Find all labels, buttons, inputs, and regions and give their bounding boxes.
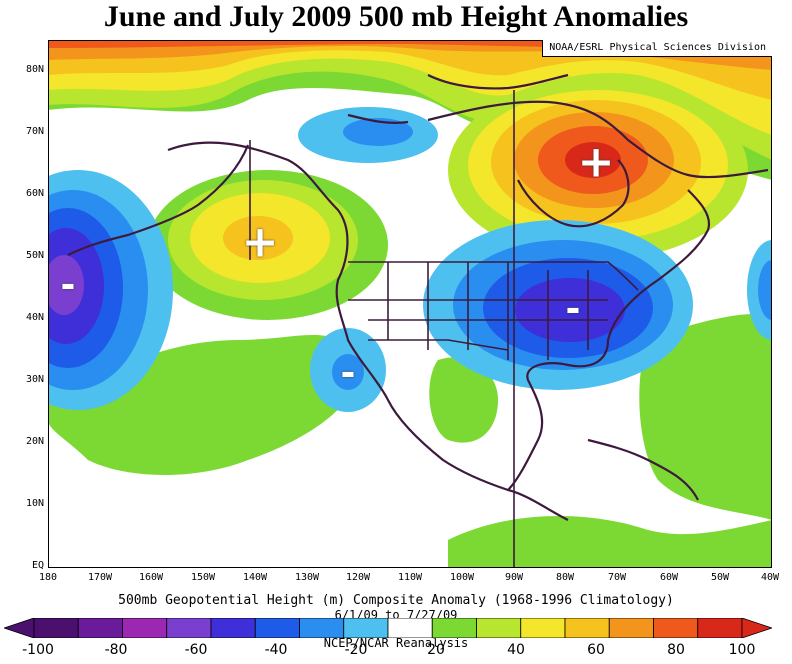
colorbar-label: -60 [184, 642, 208, 658]
colorbar-arrow-low [4, 618, 35, 638]
caption-variable: 500mb Geopotential Height (m) Composite … [118, 593, 674, 608]
negative-anomaly-marker: - [60, 264, 76, 306]
colorbar-label: -20 [344, 642, 368, 658]
colorbar-swatch [387, 618, 433, 638]
colorbar-label: 80 [667, 642, 685, 658]
colorbar-swatch [33, 618, 79, 638]
lon-label: 70W [607, 572, 627, 583]
positive-anomaly-marker: + [241, 216, 279, 268]
lat-label: 50N [25, 250, 44, 261]
lat-label: 60N [25, 188, 44, 199]
lon-label: 160W [138, 572, 164, 583]
lon-label: 40W [760, 572, 780, 583]
colorbar-swatch [254, 618, 300, 638]
colorbar-arrow-high [741, 618, 772, 638]
anomaly-field [48, 40, 772, 568]
colorbar-swatch [431, 618, 477, 638]
colorbar-label: -80 [104, 642, 128, 658]
lat-label: 80N [25, 64, 44, 75]
lon-label: 120W [345, 572, 371, 583]
colorbar-label: -100 [22, 642, 54, 658]
colorbar-label: 100 [728, 642, 756, 658]
lat-label: 10N [25, 498, 44, 509]
colorbar-swatch [299, 618, 345, 638]
lat-label: 20N [25, 436, 44, 447]
negative-anomaly-marker: - [340, 352, 356, 394]
colorbar-swatch [166, 618, 212, 638]
negative-anomaly-marker: - [565, 288, 581, 330]
anomaly-map: NOAA/ESRL Physical Sciences Division + +… [48, 40, 772, 568]
colorbar-swatch [697, 618, 743, 638]
colorbar-label: 40 [507, 642, 525, 658]
lon-label: 80W [555, 572, 575, 583]
colorbar-swatch [343, 618, 389, 638]
colorbar-swatch [476, 618, 522, 638]
positive-anomaly-marker: + [577, 136, 615, 188]
lat-label: 30N [25, 374, 44, 385]
lon-label: 180 [38, 572, 58, 583]
caption-source: NCEP/NCAR Reanalysis [323, 636, 469, 650]
lat-label: EQ [31, 560, 44, 571]
lon-label: 170W [87, 572, 113, 583]
colorbar [4, 618, 772, 638]
lat-label: 70N [25, 126, 44, 137]
colorbar-label: 20 [427, 642, 445, 658]
colorbar-label: -40 [264, 642, 288, 658]
colorbar-swatch [77, 618, 123, 638]
colorbar-swatch [653, 618, 699, 638]
lon-label: 50W [710, 572, 730, 583]
lon-label: 100W [449, 572, 475, 583]
lon-label: 140W [242, 572, 268, 583]
lon-label: 110W [397, 572, 423, 583]
colorbar-swatch [210, 618, 256, 638]
colorbar-swatch [608, 618, 654, 638]
lon-label: 90W [504, 572, 524, 583]
colorbar-swatch [520, 618, 566, 638]
lon-label: 130W [294, 572, 320, 583]
lon-label: 150W [190, 572, 216, 583]
lat-label: 40N [25, 312, 44, 323]
colorbar-swatch [122, 618, 168, 638]
data-source-credit: NOAA/ESRL Physical Sciences Division [542, 40, 772, 57]
map-title: June and July 2009 500 mb Height Anomali… [103, 0, 689, 33]
colorbar-label: 60 [587, 642, 605, 658]
colorbar-swatch [564, 618, 610, 638]
lon-label: 60W [659, 572, 679, 583]
